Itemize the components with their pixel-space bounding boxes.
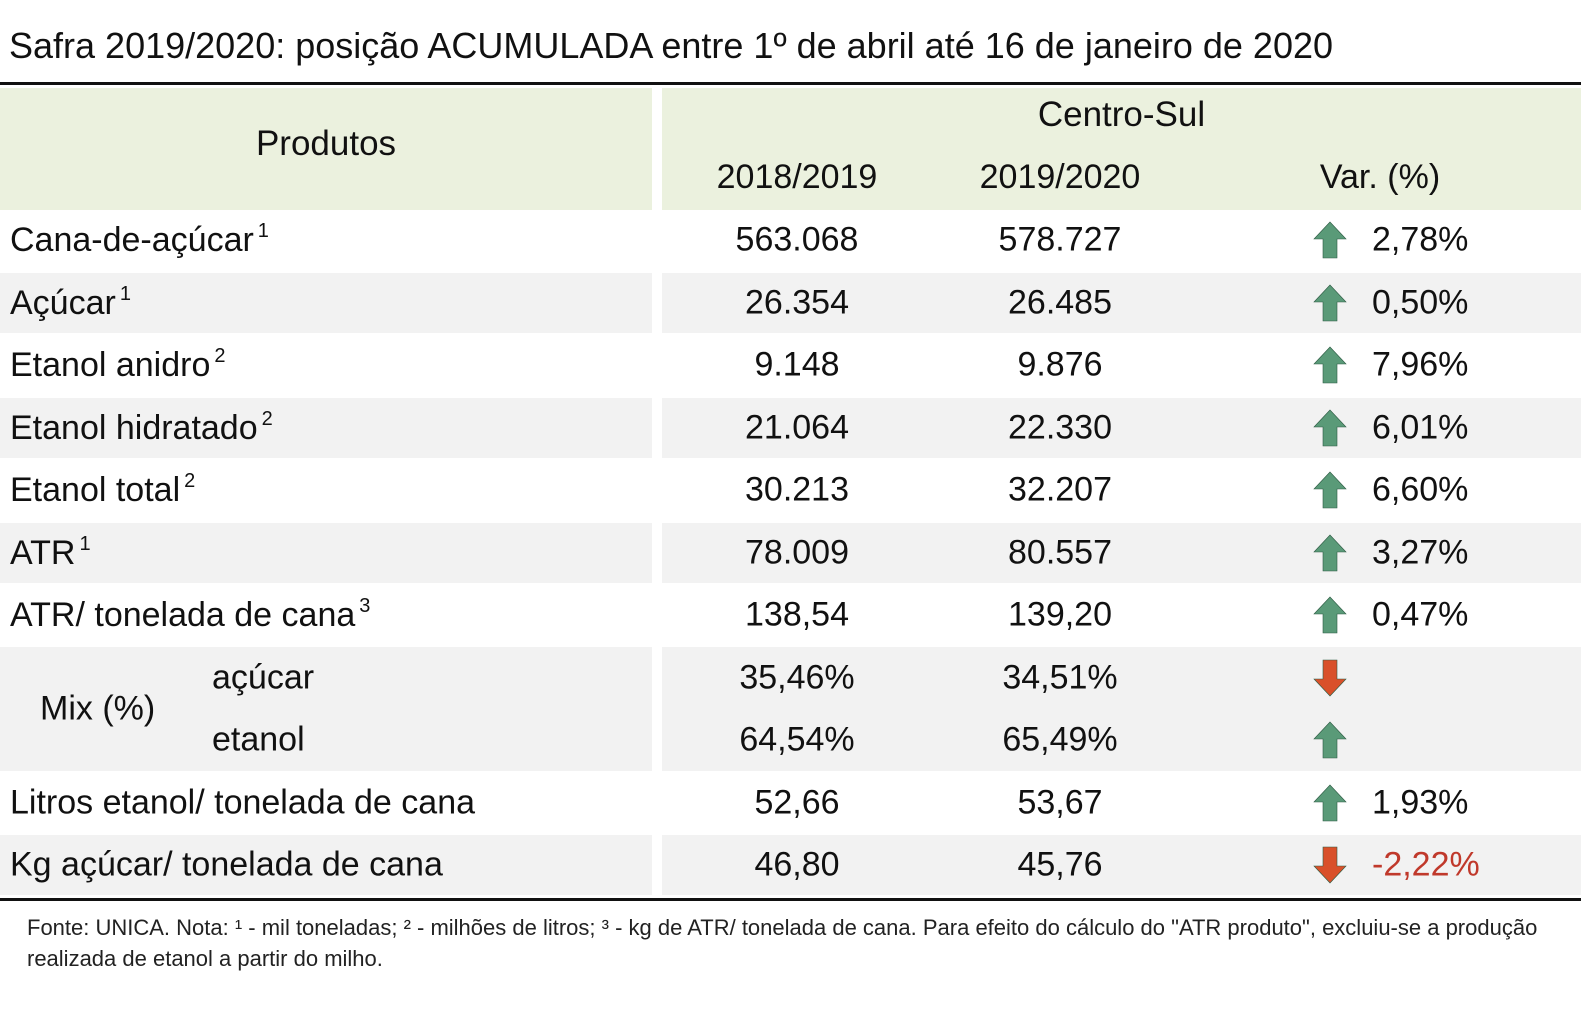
footnote-marker: 1	[257, 220, 269, 242]
value-2018-2019: 21.064	[745, 408, 849, 447]
value-2019-2020: 26.485	[1008, 283, 1112, 322]
table-row: Cana-de-açúcar 1 563.068 578.727 2,78%	[0, 210, 1581, 270]
variation-value: -2,22%	[1372, 845, 1480, 884]
arrow-down-icon	[1313, 846, 1347, 884]
value-2018-2019: 138,54	[745, 595, 849, 634]
value-2018-2019: 35,46%	[739, 658, 855, 697]
header-region-label: Centro-Sul	[1037, 95, 1206, 134]
arrow-up-icon	[1313, 346, 1347, 384]
arrow-up-icon	[1313, 471, 1347, 509]
variation-value: 6,60%	[1372, 470, 1469, 509]
mix-item-label: etanol	[212, 720, 305, 759]
header-col-var: Var. (%)	[1319, 158, 1441, 196]
table-row: Etanol anidro 2 9.148 9.876 7,96%	[0, 335, 1581, 395]
value-2018-2019: 64,54%	[739, 720, 855, 759]
header-products-label: Produtos	[255, 124, 397, 163]
value-2018-2019: 9.148	[754, 345, 840, 384]
row-label: ATR 1	[10, 533, 91, 572]
arrow-up-icon	[1313, 784, 1347, 822]
table-row: ATR/ tonelada de cana 3 138,54 139,20 0,47%	[0, 585, 1581, 645]
mix-row: açúcar 35,46% 34,51%	[0, 647, 1581, 709]
row-label: Litros etanol/ tonelada de cana	[10, 783, 476, 822]
footnote: Fonte: UNICA. Nota: ¹ - mil toneladas; ²…	[27, 915, 1538, 971]
value-2018-2019: 46,80	[754, 845, 840, 884]
arrow-up-icon	[1313, 596, 1347, 634]
arrow-up-icon	[1313, 284, 1347, 322]
table-row: ATR 1 78.009 80.557 3,27%	[0, 523, 1581, 583]
bottom-rule	[0, 898, 1581, 901]
value-2019-2020: 578.727	[998, 220, 1122, 259]
value-2019-2020: 34,51%	[1002, 658, 1118, 697]
value-2018-2019: 563.068	[735, 220, 859, 259]
row-label: Kg açúcar/ tonelada de cana	[10, 845, 443, 884]
value-2019-2020: 53,67	[1017, 783, 1103, 822]
mix-item-label: açúcar	[212, 658, 315, 697]
row-label: Etanol anidro 2	[10, 345, 226, 384]
table-row: Etanol hidratado 2 21.064 22.330 6,01%	[0, 398, 1581, 458]
variation-value: 7,96%	[1372, 345, 1469, 384]
header-region-block: Centro-Sul 2018/2019 2019/2020 Var. (%)	[662, 88, 1581, 210]
table-title: Safra 2019/2020: posição ACUMULADA entre…	[9, 25, 1334, 66]
value-2018-2019: 52,66	[754, 783, 840, 822]
footnote-marker: 2	[214, 345, 226, 367]
mix-label: Mix (%)	[40, 689, 156, 728]
value-2018-2019: 78.009	[745, 533, 849, 572]
value-2019-2020: 22.330	[1008, 408, 1112, 447]
variation-value: 0,47%	[1372, 595, 1469, 634]
variation-value: 0,50%	[1372, 283, 1469, 322]
row-label: ATR/ tonelada de cana 3	[10, 595, 371, 634]
footnote-marker: 3	[359, 595, 371, 617]
header-col-2018-2019: 2018/2019	[716, 158, 878, 196]
value-2019-2020: 9.876	[1017, 345, 1103, 384]
value-2018-2019: 26.354	[745, 283, 849, 322]
arrow-up-icon	[1313, 534, 1347, 572]
arrow-up-icon	[1313, 221, 1347, 259]
variation-value: 6,01%	[1372, 408, 1469, 447]
mix-block: Mix (%) açúcar 35,46% 34,51% etanol 64,54% 65…	[0, 647, 1581, 771]
table-row: Kg açúcar/ tonelada de cana 46,80 45,76 -2,…	[0, 835, 1581, 895]
table-row: Açúcar 1 26.354 26.485 0,50%	[0, 273, 1581, 333]
value-2019-2020: 139,20	[1008, 595, 1112, 634]
table-row: Etanol total 2 30.213 32.207 6,60%	[0, 460, 1581, 520]
arrow-up-icon	[1313, 409, 1347, 447]
variation-value: 1,93%	[1372, 783, 1469, 822]
footnote-marker: 1	[79, 533, 91, 555]
row-label: Cana-de-açúcar 1	[10, 220, 269, 259]
arrow-down-icon	[1313, 659, 1347, 697]
value-2018-2019: 30.213	[745, 470, 849, 509]
variation-value: 2,78%	[1372, 220, 1469, 259]
footnote-marker: 2	[261, 408, 273, 430]
top-rule	[0, 82, 1581, 85]
arrow-up-icon	[1313, 721, 1347, 759]
value-2019-2020: 45,76	[1017, 845, 1103, 884]
value-2019-2020: 80.557	[1008, 533, 1112, 572]
mix-row: etanol 64,54% 65,49%	[0, 709, 1581, 771]
row-label: Etanol hidratado 2	[10, 408, 273, 447]
header-col-2019-2020: 2019/2020	[979, 158, 1141, 196]
value-2019-2020: 32.207	[1008, 470, 1112, 509]
value-2019-2020: 65,49%	[1002, 720, 1118, 759]
row-label: Açúcar 1	[10, 283, 131, 322]
table-row: Litros etanol/ tonelada de cana 52,66 53,6…	[0, 773, 1581, 833]
footnote-marker: 1	[119, 283, 131, 305]
footnote-marker: 2	[184, 470, 196, 492]
header-products: Produtos	[0, 88, 652, 210]
row-label: Etanol total 2	[10, 470, 196, 509]
variation-value: 3,27%	[1372, 533, 1469, 572]
